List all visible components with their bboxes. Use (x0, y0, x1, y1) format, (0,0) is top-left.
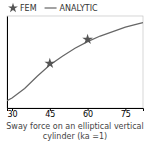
legend-item: ANALYTIC (45, 4, 98, 13)
x-tick: 75 (121, 108, 131, 119)
legend: FEM ANALYTIC (8, 3, 98, 13)
x-tick-label: 75 (121, 110, 131, 119)
x-tick-label: 45 (45, 110, 55, 119)
legend-symbol (45, 7, 57, 8)
line (7, 23, 143, 101)
chart: 30 45 60 75 FEM ANALYTIC (0, 0, 150, 122)
x-tick-label: 30 (7, 110, 17, 119)
y-axis (7, 17, 8, 109)
point (82, 34, 93, 44)
legend-label: ANALYTIC (60, 4, 98, 13)
x-tick: 45 (45, 108, 55, 119)
caption: Sway force on an elliptical vertical cyl… (0, 122, 150, 142)
marks (7, 23, 143, 101)
plot-frame (7, 16, 143, 108)
x-tick-label: 60 (83, 110, 93, 119)
x-axis: 30 45 60 75 (7, 108, 143, 119)
x-tick: 30 (7, 108, 17, 119)
point (44, 58, 55, 68)
x-tick: 60 (83, 108, 93, 119)
legend-symbol (8, 3, 18, 12)
legend-item: FEM (8, 3, 37, 13)
y-axis-line (7, 17, 8, 109)
legend-label: FEM (20, 4, 37, 13)
